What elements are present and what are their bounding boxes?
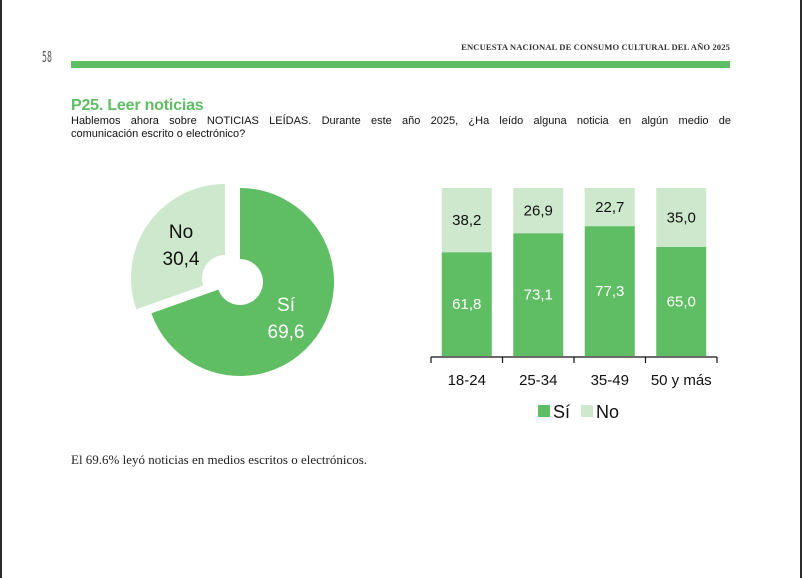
bar-value-label: 61,8 — [452, 296, 481, 313]
bar-value-label: 73,1 — [524, 287, 553, 304]
pie-label-name: No — [169, 222, 193, 243]
legend-swatch-no — [581, 405, 593, 417]
bar-segment-no — [656, 188, 707, 247]
bar-segment-no — [441, 188, 492, 253]
page-border-right — [800, 0, 802, 578]
pie-slice-si — [151, 188, 334, 376]
bar-segment-no — [584, 188, 635, 227]
bar-value-label: 38,2 — [452, 212, 481, 229]
legend-swatch-si — [538, 405, 550, 417]
bar-value-label: 65,0 — [667, 293, 696, 310]
bar-value-label: 26,9 — [524, 203, 553, 220]
question-text-line-1: Hablemos ahora sobre NOTICIAS LEÍDAS. Du… — [71, 115, 731, 127]
pie-chart: Sí 69,6 No 30,4 — [131, 184, 334, 376]
bar-value-label: 77,3 — [595, 283, 624, 300]
header-rule — [71, 61, 730, 68]
legend-label: Sí — [553, 402, 570, 422]
pie-label-value: 30,4 — [163, 249, 200, 270]
running-head: ENCUESTA NACIONAL DE CONSUMO CULTURAL DE… — [461, 42, 730, 52]
x-tick-label: 35-49 — [591, 372, 629, 389]
bar-segment-si — [584, 226, 635, 356]
x-tick-label: 25-34 — [519, 372, 557, 389]
legend-label: No — [596, 402, 619, 422]
bar-segment-si — [441, 252, 492, 356]
bar-segment-no — [513, 188, 564, 234]
x-tick-label: 18-24 — [448, 372, 486, 389]
x-tick-label: 50 y más — [651, 372, 712, 389]
pie-label-value: 69,6 — [268, 322, 305, 343]
pie-slice-no — [131, 184, 225, 310]
question-text: Hablemos ahora sobre NOTICIAS LEÍDAS. Du… — [71, 115, 731, 140]
pie-label-name: Sí — [277, 295, 296, 316]
bar-value-label: 35,0 — [667, 209, 696, 226]
stacked-bar-chart: 61,8 38,2 18-24 73,1 26,9 25-34 77,3 22,7 35-49 6… — [430, 188, 718, 422]
question-text-line-2: comunicación escrito o electrónico? — [71, 127, 246, 140]
summary-text: El 69.6% leyó noticias en medios escrito… — [71, 452, 368, 467]
bar-segment-si — [656, 246, 707, 356]
bar-value-label: 22,7 — [595, 199, 624, 216]
question-title: P25. Leer noticias — [71, 97, 204, 114]
page-number: 58 — [42, 48, 52, 66]
bar-segment-si — [513, 233, 564, 356]
page-border-left — [0, 0, 2, 578]
